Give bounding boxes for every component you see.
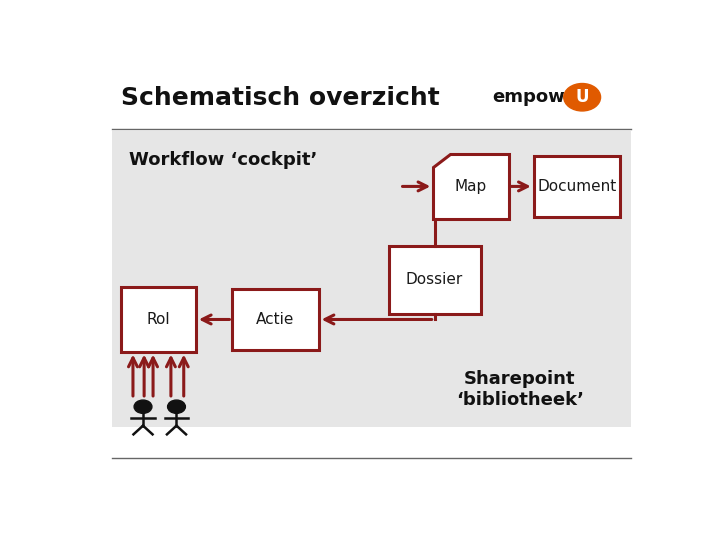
Bar (534, 156, 620, 217)
Circle shape (134, 400, 152, 413)
Circle shape (564, 84, 600, 111)
Text: Dossier: Dossier (406, 273, 463, 287)
Polygon shape (433, 154, 508, 219)
Bar (121, 287, 196, 352)
Text: Rol: Rol (147, 312, 170, 327)
Text: Actie: Actie (256, 312, 294, 327)
Text: U: U (575, 88, 589, 106)
Bar (233, 289, 319, 349)
Text: Schematisch overzicht: Schematisch overzicht (121, 86, 439, 110)
Text: Workflow ‘cockpit’: Workflow ‘cockpit’ (129, 151, 318, 170)
Text: Map: Map (455, 179, 487, 194)
Text: Document: Document (537, 179, 616, 194)
Circle shape (168, 400, 185, 413)
Bar (405, 131, 631, 427)
Bar (389, 246, 481, 314)
Text: Sharepoint
‘bibliotheek’: Sharepoint ‘bibliotheek’ (456, 370, 584, 409)
Text: empower: empower (492, 88, 585, 106)
Bar (112, 131, 405, 427)
